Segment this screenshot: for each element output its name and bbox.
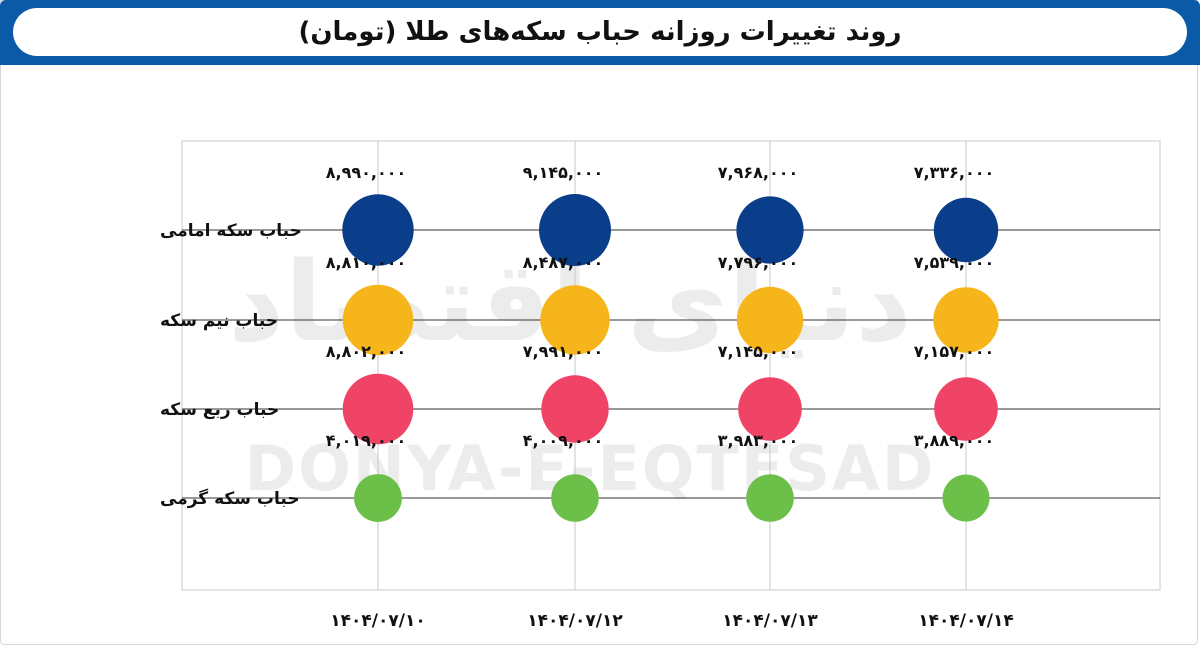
bubble [342, 373, 414, 445]
bubble [354, 474, 402, 522]
value-label: ۷,۹۶۸,۰۰۰ [718, 163, 799, 182]
bubble [746, 474, 794, 522]
value-label: ۷,۵۳۹,۰۰۰ [914, 253, 995, 272]
value-label: ۳,۹۸۳,۰۰۰ [718, 431, 799, 450]
bubble [551, 474, 599, 522]
value-label: ۸,۴۸۷,۰۰۰ [523, 253, 604, 272]
bubble [736, 196, 804, 264]
row-label: حباب سکه امامی [160, 221, 302, 241]
x-tick-label: ۱۴۰۴/۰۷/۱۲ [527, 611, 623, 631]
value-label: ۷,۹۹۱,۰۰۰ [523, 342, 604, 361]
bubble [342, 194, 414, 266]
bubble [934, 377, 998, 441]
value-label: ۴,۰۱۹,۰۰۰ [326, 431, 407, 450]
value-label: ۷,۱۵۷,۰۰۰ [914, 342, 995, 361]
title-bar: روند تغییرات روزانه حباب سکه‌های طلا (تو… [0, 0, 1200, 65]
x-tick-label: ۱۴۰۴/۰۷/۱۳ [722, 611, 818, 631]
value-label: ۸,۸۰۲,۰۰۰ [326, 342, 407, 361]
row-labels: حباب سکه امامی حباب نیم سکه حباب ربع سکه حب… [160, 221, 302, 509]
value-label: ۸,۸۱۰,۰۰۰ [326, 253, 407, 272]
row-label: حباب ربع سکه [160, 400, 279, 420]
x-tick-label: ۱۴۰۴/۰۷/۱۴ [918, 611, 1013, 631]
bubble [738, 377, 802, 441]
bubble [540, 285, 610, 355]
x-tick-label: ۱۴۰۴/۰۷/۱۰ [330, 611, 425, 631]
bubble [342, 284, 414, 356]
x-axis-ticks: ۱۴۰۴/۰۷/۱۰ ۱۴۰۴/۰۷/۱۲ ۱۴۰۴/۰۷/۱۳ ۱۴۰۴/۰۷/۱۴ [330, 611, 1013, 631]
bubble [541, 375, 609, 443]
chart-title: روند تغییرات روزانه حباب سکه‌های طلا (تو… [298, 17, 902, 47]
bubble [942, 474, 990, 522]
bubbles [342, 194, 999, 522]
title-pill: روند تغییرات روزانه حباب سکه‌های طلا (تو… [13, 8, 1187, 56]
row-label: حباب نیم سکه [160, 311, 278, 331]
plot-border [181, 140, 1161, 591]
value-label: ۸,۹۹۰,۰۰۰ [326, 163, 407, 182]
watermark: DONYA-E-EQTESADدنیای اقتصاد [228, 238, 933, 505]
bubble [539, 194, 611, 266]
value-label: ۷,۳۳۶,۰۰۰ [914, 163, 995, 182]
value-label: ۹,۱۴۵,۰۰۰ [523, 163, 604, 182]
value-label: ۷,۱۴۵,۰۰۰ [718, 342, 799, 361]
bubble [933, 197, 999, 263]
value-label: ۴,۰۰۹,۰۰۰ [523, 431, 604, 450]
value-labels: ۸,۹۹۰,۰۰۰ ۹,۱۴۵,۰۰۰ ۷,۹۶۸,۰۰۰ ۷,۳۳۶,۰۰۰ ۸,۸۱… [326, 163, 995, 450]
row-label: حباب سکه گرمی [160, 488, 300, 509]
bubble [736, 286, 804, 354]
bubble [933, 287, 999, 353]
value-label: ۷,۷۹۶,۰۰۰ [718, 253, 799, 272]
value-label: ۳,۸۸۹,۰۰۰ [914, 431, 995, 450]
